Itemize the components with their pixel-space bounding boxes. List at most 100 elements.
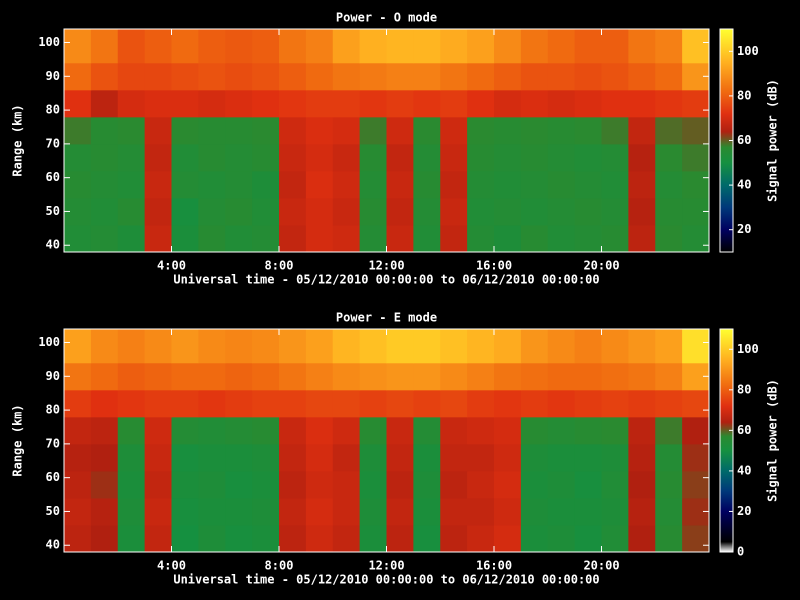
colorbar-tick-label: 40	[737, 463, 751, 477]
heat-cell	[521, 171, 548, 199]
heat-cell	[413, 90, 440, 118]
heat-cell	[279, 29, 306, 63]
heat-cell	[333, 471, 360, 499]
heat-cell	[628, 90, 655, 118]
heat-cell	[467, 225, 494, 253]
x-tick-label: 4:00	[157, 259, 186, 273]
x-tick-label: 8:00	[265, 559, 294, 573]
heat-cell	[494, 417, 521, 445]
heat-cell	[118, 471, 145, 499]
heat-cell	[655, 171, 682, 199]
heat-cell	[279, 198, 306, 226]
heat-cell	[252, 417, 279, 445]
heat-cell	[172, 417, 199, 445]
heat-cell	[655, 417, 682, 445]
heat-cell	[172, 498, 199, 526]
heat-cell	[198, 198, 225, 226]
heat-cell	[548, 63, 575, 91]
heat-cell	[655, 363, 682, 391]
heat-cell	[467, 329, 494, 363]
x-tick-label: 12:00	[368, 259, 404, 273]
heat-cell	[118, 198, 145, 226]
heat-cell	[306, 29, 333, 63]
heat-cell	[494, 198, 521, 226]
heat-cell	[387, 29, 414, 63]
heat-cell	[575, 117, 602, 145]
x-tick-label: 16:00	[476, 259, 512, 273]
heat-cell	[521, 417, 548, 445]
heat-cell	[413, 471, 440, 499]
heat-cell	[118, 417, 145, 445]
heat-cell	[145, 171, 172, 199]
heat-cell	[252, 144, 279, 172]
heat-cell	[64, 225, 91, 253]
heat-cell	[279, 329, 306, 363]
heat-cell	[467, 417, 494, 445]
colorbar-label: Signal power (dB)	[766, 79, 780, 202]
heat-cell	[413, 225, 440, 253]
heat-cell	[413, 390, 440, 418]
heat-cell	[145, 363, 172, 391]
heat-cell	[628, 329, 655, 363]
heat-cell	[521, 90, 548, 118]
heat-cell	[198, 225, 225, 253]
heat-cell	[360, 117, 387, 145]
heat-cell	[655, 525, 682, 553]
heat-cell	[306, 525, 333, 553]
heat-cell	[440, 363, 467, 391]
heat-cell	[655, 90, 682, 118]
heat-cell	[440, 90, 467, 118]
heat-cell	[64, 329, 91, 363]
heat-cell	[225, 117, 252, 145]
heat-cell	[145, 90, 172, 118]
heat-cell	[225, 144, 252, 172]
heat-cell	[494, 363, 521, 391]
x-tick-label: 20:00	[583, 559, 619, 573]
heat-cell	[467, 498, 494, 526]
heat-cell	[306, 63, 333, 91]
x-tick-label: 20:00	[583, 259, 619, 273]
heat-cell	[467, 198, 494, 226]
heat-cell	[413, 329, 440, 363]
heat-cell	[494, 525, 521, 553]
heat-cell	[602, 117, 629, 145]
heat-cell	[548, 444, 575, 472]
heat-cell	[279, 444, 306, 472]
colorbar-tick-label: 60	[737, 423, 751, 437]
heat-cell	[360, 171, 387, 199]
heat-cell	[413, 63, 440, 91]
heat-cell	[252, 329, 279, 363]
heat-cell	[682, 444, 709, 472]
heat-cell	[628, 390, 655, 418]
heat-cell	[198, 417, 225, 445]
heat-cell	[225, 63, 252, 91]
heat-cell	[118, 390, 145, 418]
heat-cell	[628, 29, 655, 63]
heat-cell	[548, 498, 575, 526]
heat-cell	[575, 198, 602, 226]
heat-cell	[387, 144, 414, 172]
heat-cell	[467, 63, 494, 91]
heat-cell	[548, 144, 575, 172]
heat-cell	[682, 525, 709, 553]
heat-cell	[440, 444, 467, 472]
heat-cell	[118, 525, 145, 553]
heat-cell	[682, 417, 709, 445]
heat-cell	[575, 390, 602, 418]
heat-cell	[521, 329, 548, 363]
heat-cell	[333, 498, 360, 526]
heat-cell	[440, 417, 467, 445]
heat-cell	[333, 171, 360, 199]
heat-cell	[198, 90, 225, 118]
heat-cell	[387, 117, 414, 145]
heat-cell	[602, 525, 629, 553]
heat-cell	[440, 525, 467, 553]
y-tick-label: 40	[46, 238, 60, 252]
heat-cell	[548, 198, 575, 226]
heat-cell	[333, 525, 360, 553]
heat-cell	[64, 444, 91, 472]
heat-cell	[279, 363, 306, 391]
heat-cell	[360, 29, 387, 63]
heat-cell	[467, 471, 494, 499]
heat-cell	[172, 63, 199, 91]
